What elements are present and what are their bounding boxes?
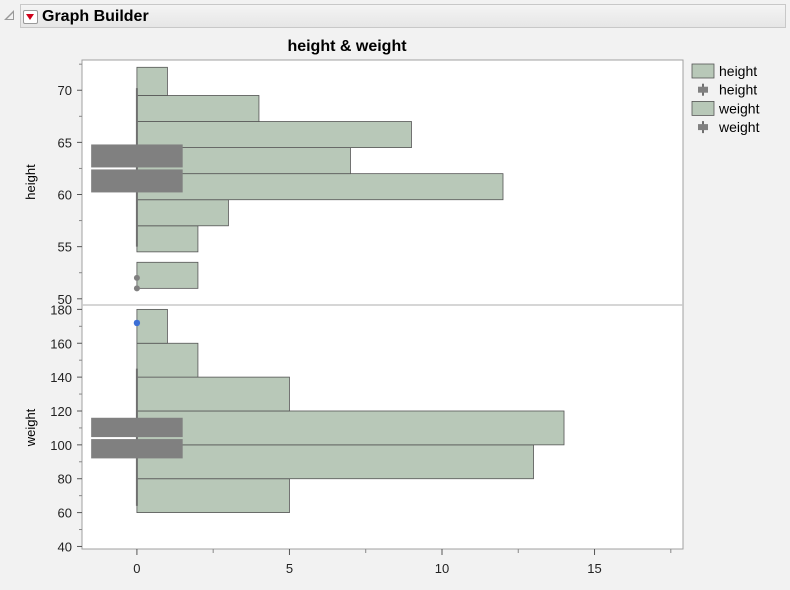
y-tick-label: 80 xyxy=(58,472,72,487)
plot-layer: 5055606570height406080100120140160180wei… xyxy=(23,59,684,576)
x-tick-label: 10 xyxy=(435,561,449,576)
title-bar: Graph Builder xyxy=(0,2,788,30)
y-tick-label: 180 xyxy=(50,302,72,317)
histogram-bar-height xyxy=(136,261,199,289)
legend-label: height xyxy=(719,82,757,98)
x-tick-label: 0 xyxy=(133,561,140,576)
legend-box-swatch xyxy=(698,124,708,131)
histogram-bar-height xyxy=(136,95,260,122)
chart-title: height & weight xyxy=(287,38,407,55)
y-tick-label: 65 xyxy=(58,135,72,150)
outlier-point-height xyxy=(133,285,140,292)
box-lower-height xyxy=(91,169,183,193)
y-tick-label: 50 xyxy=(58,292,72,307)
legend-label: height xyxy=(719,63,757,79)
y-tick-label: 100 xyxy=(50,438,72,453)
y-tick-label: 40 xyxy=(58,539,72,554)
histogram-bar-height xyxy=(136,173,504,201)
legend-bar-swatch xyxy=(691,101,715,116)
histogram-bar-height xyxy=(136,225,199,253)
legend: height height weight weight xyxy=(691,63,760,135)
title-bar-background xyxy=(20,4,786,28)
window-title: Graph Builder xyxy=(42,8,149,25)
y-axis-title-height: height xyxy=(23,164,38,200)
highlighted-point-weight xyxy=(133,319,141,327)
y-tick-label: 70 xyxy=(58,83,72,98)
box-lower-weight xyxy=(91,439,183,459)
x-tick-label: 15 xyxy=(587,561,601,576)
histogram-bar-weight xyxy=(136,308,168,344)
histogram-bar-weight xyxy=(136,444,534,480)
legend-label: weight xyxy=(718,100,760,116)
outlier-point-height xyxy=(133,274,140,281)
histogram-bar-height xyxy=(136,121,412,148)
y-tick-label: 120 xyxy=(50,404,72,419)
histogram-bar-weight xyxy=(136,376,290,412)
histogram-bar-height xyxy=(136,66,168,96)
collapse-triangle-icon[interactable] xyxy=(4,10,14,20)
histogram-bar-weight xyxy=(136,410,565,446)
box-upper-weight xyxy=(91,417,183,438)
legend-box-swatch xyxy=(698,86,708,93)
histogram-bar-height xyxy=(136,199,229,227)
y-tick-label: 140 xyxy=(50,370,72,385)
box-upper-height xyxy=(91,144,183,168)
y-tick-label: 60 xyxy=(58,506,72,521)
y-tick-label: 160 xyxy=(50,336,72,351)
legend-label: weight xyxy=(718,119,760,135)
y-tick-label: 55 xyxy=(58,240,72,255)
red-menu-icon[interactable] xyxy=(23,10,38,24)
histogram-bar-weight xyxy=(136,342,199,378)
y-tick-label: 60 xyxy=(58,188,72,203)
histogram-bar-weight xyxy=(136,478,290,513)
y-axis-title-weight: weight xyxy=(23,408,38,447)
x-tick-label: 5 xyxy=(286,561,293,576)
legend-bar-swatch xyxy=(691,63,715,79)
